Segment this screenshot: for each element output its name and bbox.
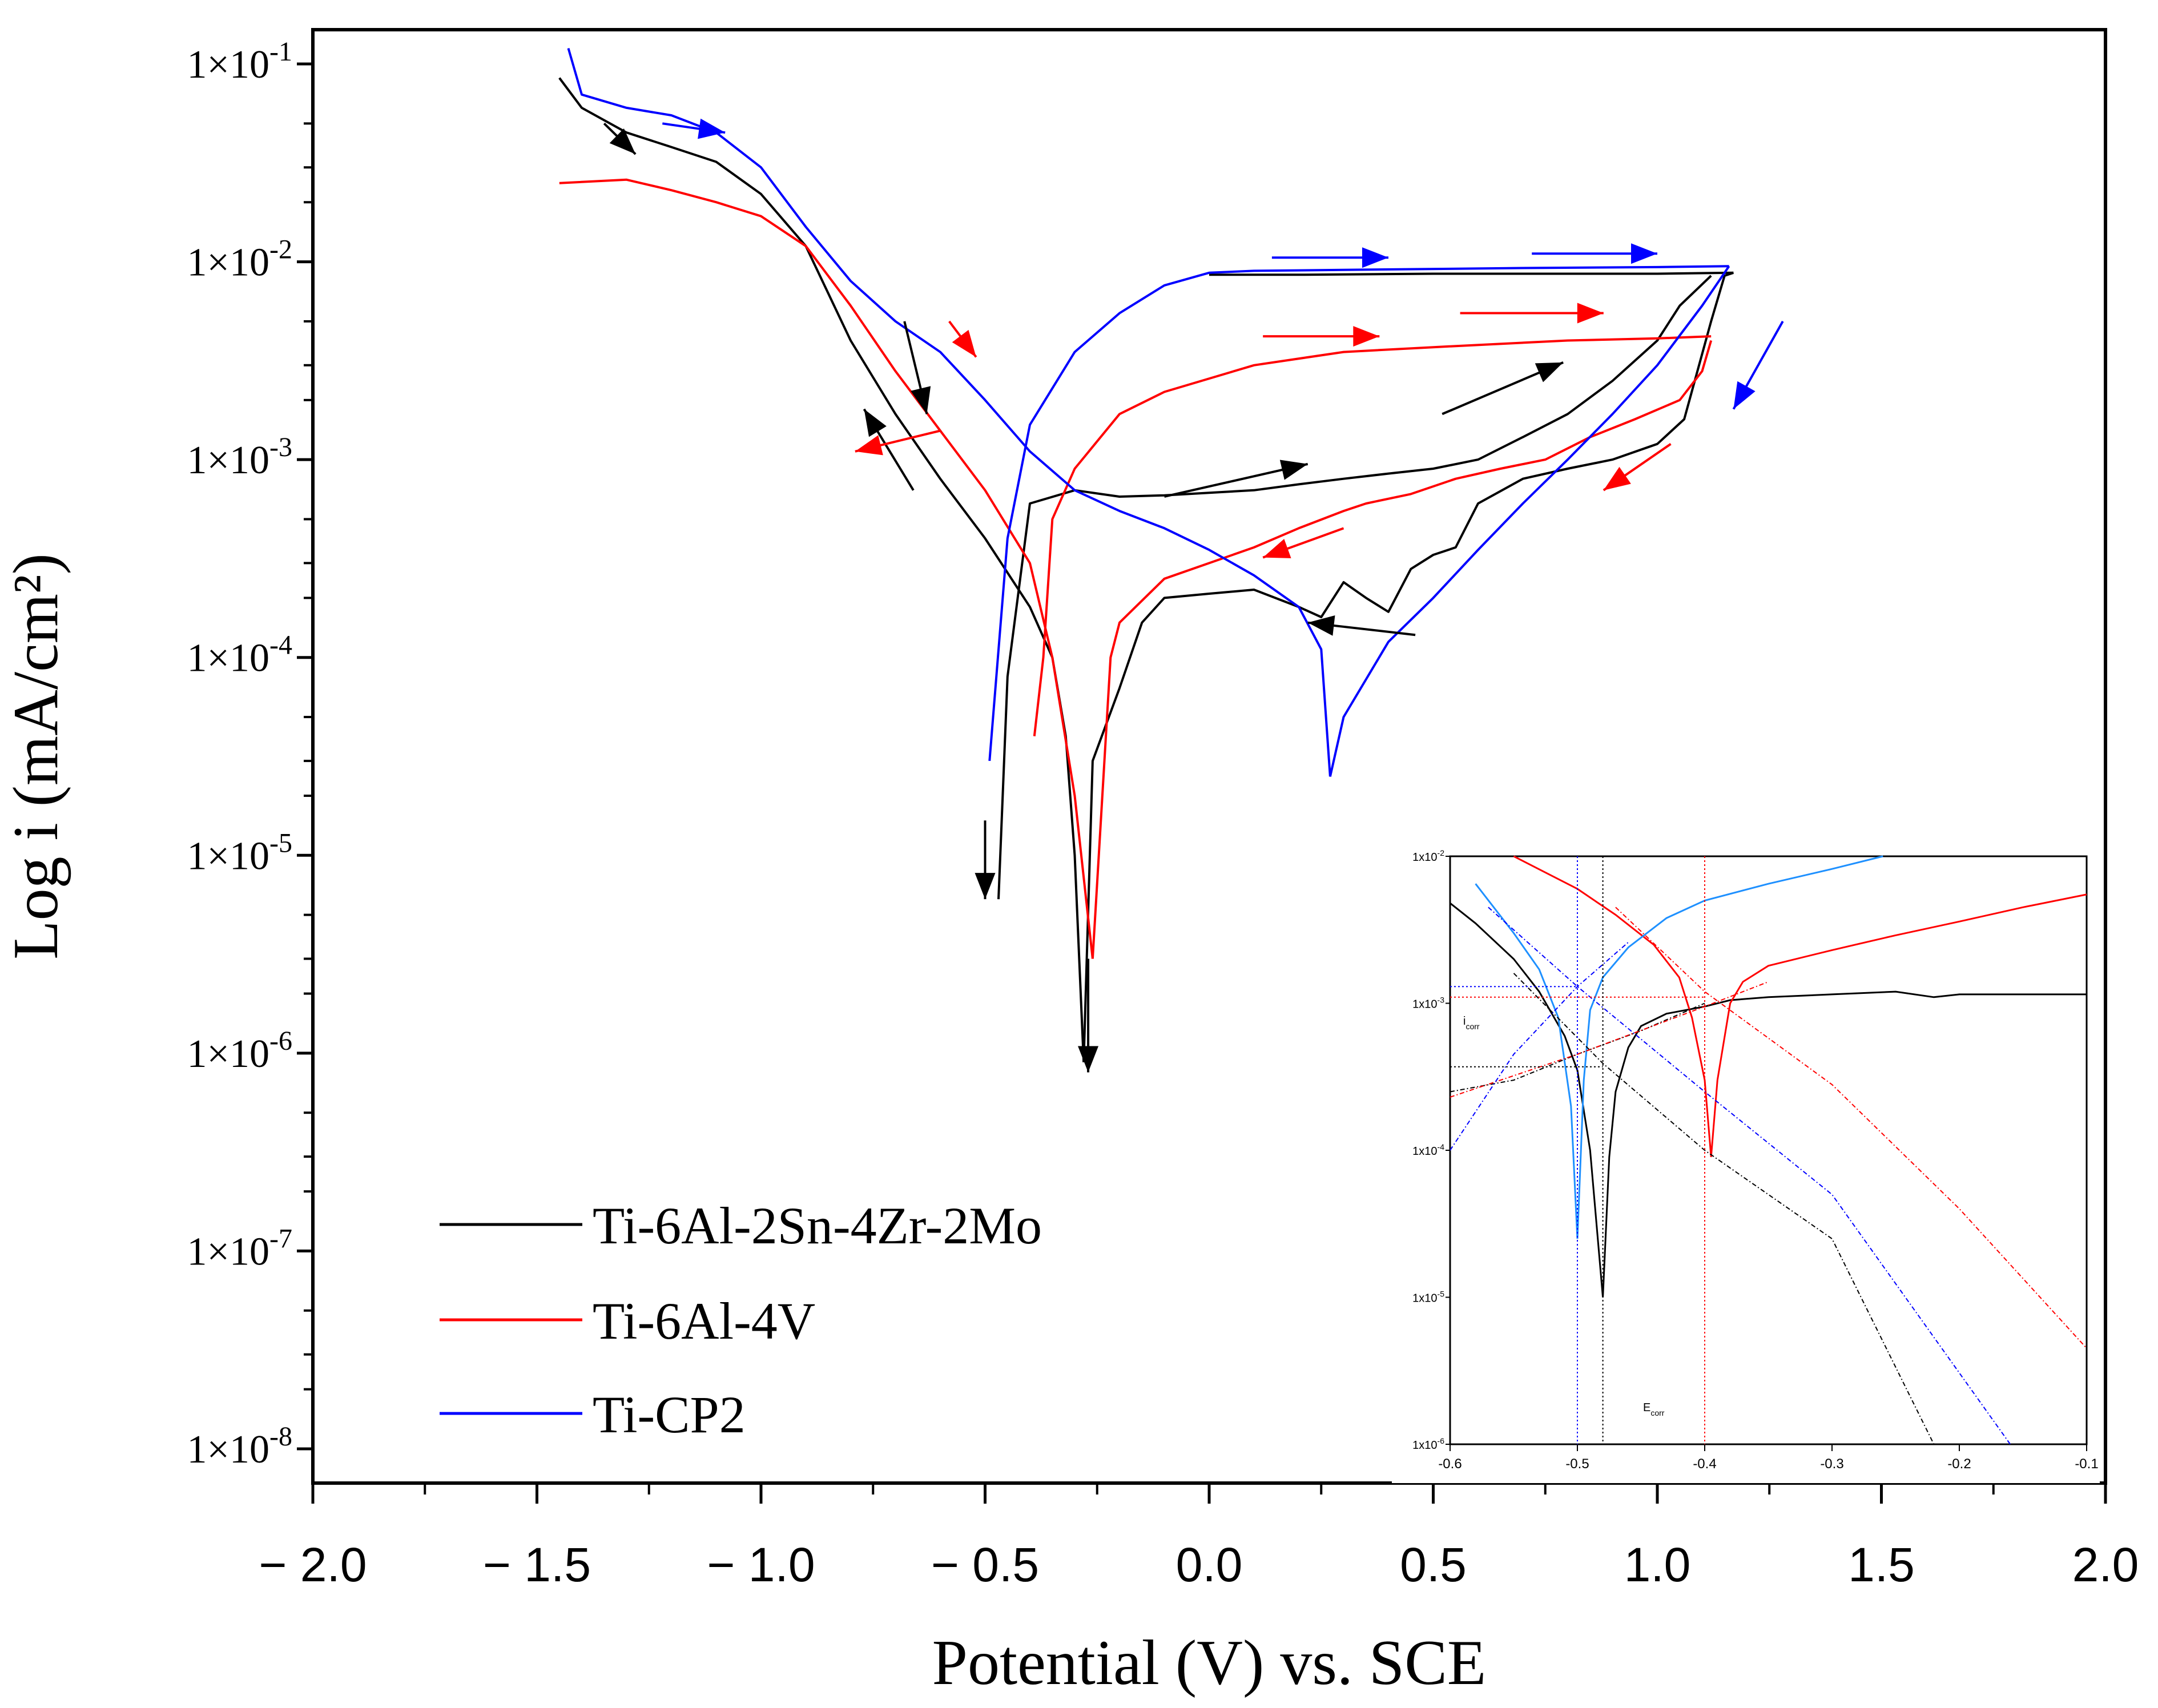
series-line-1-reverse: [1091, 340, 1713, 959]
direction-arrow: [1460, 303, 1604, 324]
y-tick-label: 1×10-5: [187, 828, 292, 878]
y-tick-label: 1×10-4: [187, 630, 292, 680]
inset-series-line-3: [1450, 1002, 1705, 1093]
legend: Ti-6Al-2Sn-4Zr-2Mo Ti-6Al-4V Ti-CP2: [440, 1197, 1042, 1444]
inset-series-line-7: [1450, 941, 1629, 1151]
main-curves: [558, 48, 1734, 1062]
inset-x-axis-ticks: -0.6 -0.5 -0.4 -0.3 -0.2 -0.1: [1438, 1444, 2099, 1472]
x-axis-label: Potential (V) vs. SCE: [932, 1628, 1487, 1698]
y-tick-label: 1×10-8: [187, 1421, 292, 1472]
legend-label: Ti-6Al-2Sn-4Zr-2Mo: [593, 1197, 1042, 1255]
inset-y-tick-label: 1x10-2: [1412, 848, 1444, 864]
series-line-2-descending_return: [988, 265, 1729, 762]
x-tick-label: − 1.5: [483, 1538, 591, 1592]
legend-item-ticp2: Ti-CP2: [440, 1385, 746, 1444]
direction-arrow: [1262, 527, 1344, 559]
direction-arrow: [1263, 326, 1380, 347]
series-line-2-forward: [567, 48, 1331, 777]
y-axis-label: Log i (mA/cm²): [1, 553, 71, 960]
inset-y-tick-label: 1x10-6: [1412, 1436, 1444, 1452]
inset-curves: [1450, 855, 2087, 1445]
inset-series-line-6: [1615, 907, 2087, 1349]
legend-item-ti6242: Ti-6Al-2Sn-4Zr-2Mo: [440, 1197, 1042, 1255]
y-tick-label: 1×10-1: [187, 37, 292, 87]
inset-x-tick-label: -0.1: [2075, 1456, 2098, 1472]
x-tick-label: 1.0: [1624, 1538, 1691, 1592]
inset-series-line-8: [1488, 907, 2011, 1445]
inset-series-line-1: [1513, 855, 2087, 1157]
direction-arrow: [1271, 247, 1388, 268]
x-tick-label: 2.0: [2072, 1538, 2139, 1592]
y-tick-label: 1×10-3: [187, 432, 292, 482]
inset-y-tick-label: 1x10-5: [1412, 1290, 1444, 1305]
direction-arrow: [1442, 361, 1564, 416]
direction-arrow: [662, 118, 726, 139]
inset-x-tick-label: -0.4: [1693, 1456, 1716, 1472]
legend-label: Ti-6Al-4V: [593, 1292, 815, 1350]
inset-icorr-label: icorr: [1463, 1015, 1480, 1031]
inset-series-line-4: [1513, 973, 1935, 1445]
inset-series-line-0: [1450, 902, 2087, 1298]
direction-arrow: [1307, 615, 1416, 637]
direction-arrow: [1078, 958, 1099, 1073]
legend-label: Ti-CP2: [593, 1385, 746, 1444]
legend-item-ti64: Ti-6Al-4V: [440, 1292, 815, 1350]
series-line-0-reverse: [1082, 271, 1734, 1062]
y-tick-label: 1×10-6: [187, 1026, 292, 1076]
y-tick-label: 1×10-2: [187, 235, 292, 285]
inset-ecorr-label: Ecorr: [1643, 1401, 1665, 1417]
inset-y-axis-ticks: 1x10-2 1x10-3 1x10-4 1x10-5 1x10-6: [1412, 848, 1450, 1452]
x-tick-label: 0.0: [1176, 1538, 1243, 1592]
direction-arrows: [603, 118, 1784, 1073]
inset-y-tick-label: 1x10-3: [1412, 996, 1444, 1011]
inset-x-tick-label: -0.3: [1820, 1456, 1843, 1472]
main-x-axis-ticks: − 2.0 − 1.5 − 1.0 − 0.5 0.0 0.5 1.0 1.5 2.0: [259, 1483, 2139, 1592]
direction-arrow: [948, 320, 977, 358]
direction-arrow: [1603, 443, 1672, 492]
direction-arrow: [1532, 243, 1657, 264]
direction-arrow: [975, 820, 996, 900]
series-line-2-reverse: [1328, 265, 1730, 777]
direction-arrow: [603, 122, 637, 155]
x-tick-label: − 1.0: [707, 1538, 815, 1592]
direction-arrow: [863, 408, 915, 491]
direction-arrow: [1732, 320, 1784, 410]
inset-x-tick-label: -0.6: [1438, 1456, 1462, 1472]
inset-series-line-5: [1450, 981, 1769, 1098]
inset-x-tick-label: -0.2: [1947, 1456, 1971, 1472]
series-line-1-descending_return: [1033, 335, 1712, 736]
direction-arrow: [855, 429, 941, 456]
direction-arrow: [903, 321, 931, 414]
x-tick-label: 0.5: [1400, 1538, 1467, 1592]
y-tick-label: 1×10-7: [187, 1223, 292, 1274]
inset-series-line-2: [1475, 855, 1883, 1239]
series-line-1-forward: [559, 178, 1094, 959]
x-tick-label: − 0.5: [931, 1538, 1039, 1592]
main-y-axis-ticks: 1×10-1 1×10-2 1×10-3 1×10-4 1×10-5 1×10-6 1×10…: [187, 37, 313, 1472]
direction-arrow: [1164, 460, 1309, 498]
x-tick-label: − 2.0: [259, 1538, 367, 1592]
x-tick-label: 1.5: [1848, 1538, 1915, 1592]
series-line-0-return: [1209, 271, 1734, 276]
inset-y-tick-label: 1x10-4: [1412, 1142, 1444, 1158]
inset-x-tick-label: -0.5: [1565, 1456, 1589, 1472]
